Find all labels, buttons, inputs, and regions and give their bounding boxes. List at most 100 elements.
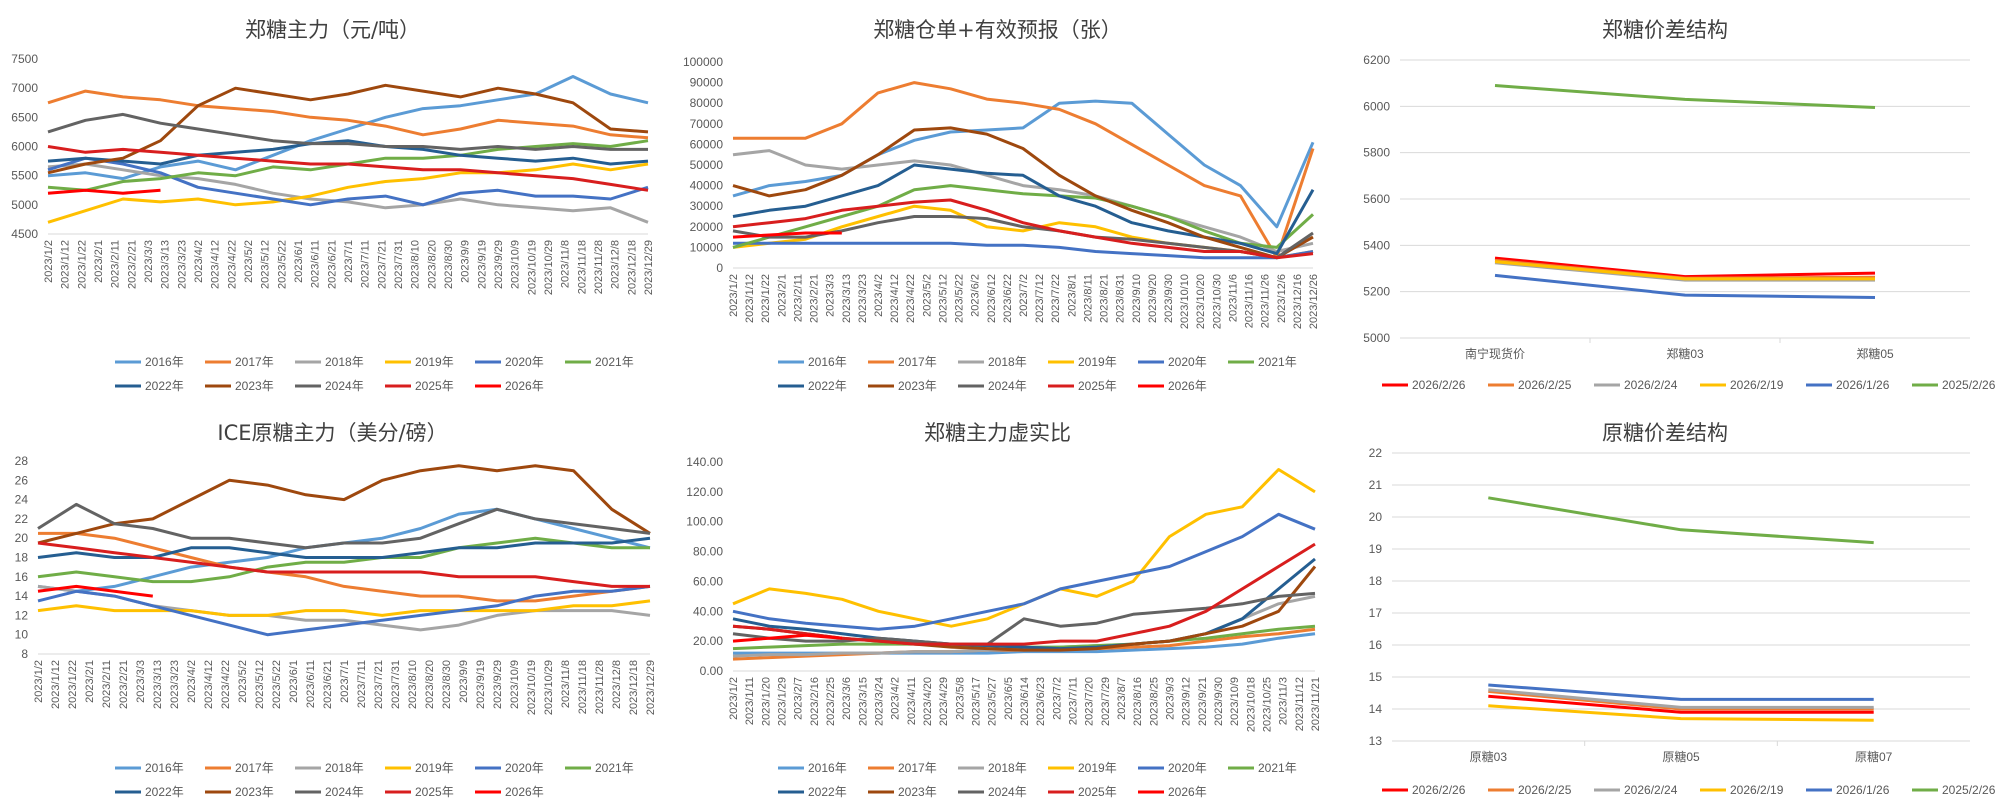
- x-tick-label: 2023/9/12: [1181, 677, 1193, 726]
- x-tick-label: 2023/3/13: [841, 274, 853, 323]
- series-line: [37, 464, 651, 545]
- x-tick-label: 2023/7/11: [360, 240, 372, 288]
- x-tick-label: 2023/3/13: [152, 660, 164, 709]
- x-tick-label: 2023/1/2: [728, 274, 740, 317]
- series-line: [1494, 84, 1876, 109]
- x-tick-label: 2023/9/30: [1213, 677, 1225, 726]
- x-tick-label: 2023/11/28: [593, 240, 605, 294]
- legend-label: 2020年: [1168, 355, 1207, 369]
- x-tick-label: 2023/7/21: [373, 660, 385, 709]
- chart-title: 郑糖主力（元/吨）: [244, 18, 421, 42]
- x-tick-label: 2023/1/29: [777, 677, 789, 726]
- x-tick-label: 2023/4/2: [193, 240, 205, 283]
- x-tick-label: 2023/2/11: [110, 240, 122, 288]
- series-line: [47, 162, 649, 224]
- legend-label: 2021年: [1258, 761, 1297, 775]
- legend-label: 2026年: [505, 785, 544, 799]
- legend-label: 2016年: [145, 355, 184, 369]
- series-line: [732, 126, 1314, 260]
- x-tick-label: 原糖03: [1470, 749, 1508, 764]
- x-tick-label: 2023/10/10: [1179, 274, 1191, 329]
- x-tick-label: 郑糖05: [1856, 346, 1894, 361]
- legend-label: 2026/2/24: [1624, 378, 1678, 392]
- series-line: [1488, 689, 1874, 711]
- x-tick-label: 2023/12/8: [611, 660, 623, 709]
- series-line: [47, 83, 649, 175]
- x-tick-label: 原糖05: [1662, 749, 1700, 764]
- chart-zhengtang-main: 郑糖主力（元/吨） 7500 7000 6500 6000 5500 5000 4500 20…: [0, 0, 665, 400]
- x-tick-label: 2023/7/1: [339, 660, 351, 703]
- y-tick-label: 5000: [1363, 331, 1390, 345]
- x-tick-label: 2023/6/11: [310, 240, 322, 288]
- x-tick-label: 2023/8/16: [1132, 677, 1144, 726]
- legend-label: 2017年: [235, 355, 274, 369]
- y-tick-label: 18: [15, 551, 29, 565]
- y-tick-label: 5600: [1363, 192, 1390, 206]
- x-tick-label: 2023/3/6: [841, 677, 853, 720]
- series-line: [47, 145, 649, 192]
- x-tick-label: 2023/3/3: [825, 274, 837, 317]
- x-tick-label: 2023/6/21: [326, 240, 338, 289]
- legend-label: 2025/2/26: [1942, 783, 1996, 797]
- y-tick-label: 10: [15, 628, 29, 642]
- x-tick-label: 2023/4/22: [226, 240, 238, 289]
- x-tick-label: 2023/4/22: [220, 660, 232, 709]
- x-tick-label: 2023/11/8: [560, 240, 572, 288]
- x-tick-label: 2023/11/28: [594, 660, 606, 714]
- x-tick-label: 2023/11/26: [1260, 274, 1272, 328]
- x-tick-label: 2023/9/19: [476, 240, 488, 289]
- legend-label: 2022年: [145, 785, 184, 799]
- x-tick-label: 2023/12/18: [626, 240, 638, 295]
- y-tick-label: 22: [15, 512, 29, 526]
- x-tick-label: 2023/6/12: [986, 274, 998, 323]
- y-tick-label: 5000: [11, 198, 38, 212]
- legend-label: 2026年: [505, 379, 544, 393]
- legend-label: 2026/2/25: [1518, 783, 1572, 797]
- legend-label: 2026/2/26: [1412, 783, 1466, 797]
- y-tick-label: 21: [1369, 478, 1383, 492]
- x-tick-label: 2023/6/23: [1035, 677, 1047, 726]
- x-tick-label: 2023/8/21: [1099, 274, 1111, 323]
- legend-label: 2023年: [898, 379, 937, 393]
- chart-title: 原糖价差结构: [1602, 421, 1728, 445]
- legend-label: 2017年: [235, 761, 274, 775]
- chart-plot: 1000009000080000700006000050000400003000…: [683, 55, 1320, 393]
- series-line: [47, 89, 649, 140]
- y-tick-label: 12: [15, 608, 29, 622]
- x-tick-label: 2023/3/13: [160, 240, 172, 289]
- y-tick-label: 140.00: [686, 455, 723, 469]
- legend-label: 2024年: [988, 379, 1027, 393]
- legend-label: 2025年: [415, 379, 454, 393]
- legend-label: 2022年: [808, 379, 847, 393]
- x-tick-label: 2023/12/6: [1276, 274, 1288, 323]
- legend-label: 2025年: [1078, 785, 1117, 799]
- x-tick-label: 2023/4/2: [186, 660, 198, 703]
- y-tick-label: 20000: [690, 220, 724, 234]
- y-tick-label: 28: [15, 454, 29, 468]
- x-tick-label: 2023/2/1: [93, 240, 105, 283]
- x-tick-label: 2023/11/18: [576, 240, 588, 294]
- y-tick-label: 5800: [1363, 146, 1390, 160]
- chart-plot: 28 26 24 22 20 18 16 14 12 10 8 2023/1/2 2023/1/12 20…: [15, 454, 657, 799]
- series-line: [732, 633, 843, 643]
- legend-label: 2018年: [988, 355, 1027, 369]
- series-line: [1488, 694, 1874, 714]
- x-tick-label: 2023/1/12: [50, 660, 62, 709]
- x-tick-label: 2023/6/14: [1019, 677, 1031, 726]
- series-line: [1494, 260, 1875, 281]
- x-tick-label: 2023/5/12: [254, 660, 266, 709]
- x-tick-label: 2023/5/22: [954, 274, 966, 323]
- x-tick-label: 2023/7/2: [1051, 677, 1063, 720]
- y-tick-label: 10000: [690, 240, 724, 254]
- x-tick-label: 2023/2/11: [792, 274, 804, 322]
- y-tick-label: 90000: [690, 76, 724, 90]
- x-tick-label: 2023/9/20: [1147, 274, 1159, 323]
- legend-label: 2023年: [898, 785, 937, 799]
- x-tick-label: 2023/11/18: [577, 660, 589, 714]
- x-tick-label: 2023/11/6: [1227, 274, 1239, 322]
- series-line: [733, 81, 1315, 260]
- legend-label: 2023年: [235, 379, 274, 393]
- legend-label: 2021年: [595, 355, 634, 369]
- y-tick-label: 6000: [1363, 99, 1390, 113]
- chart-virtual-real-ratio: 郑糖主力虚实比 140.00 120.00 100.00 80.00 60.00 40.0…: [665, 405, 1330, 811]
